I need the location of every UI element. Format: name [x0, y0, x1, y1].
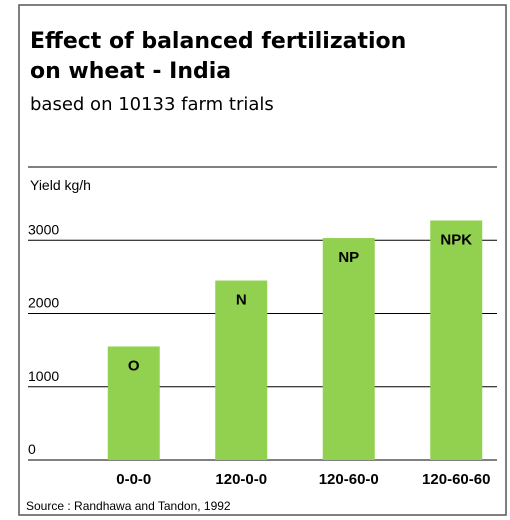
chart-subtitle: based on 10133 farm trials: [30, 94, 274, 115]
chart-title: Effect of balanced fertilization: [30, 29, 406, 54]
chart-title: on wheat - India: [30, 59, 231, 84]
bar-label: N: [236, 292, 247, 309]
x-tick-label: 120-60-0: [319, 471, 379, 488]
x-tick-label: 0-0-0: [116, 471, 151, 488]
x-tick-label: 120-0-0: [215, 471, 267, 488]
x-tick-label: 120-60-60: [422, 471, 490, 488]
frame: [18, 4, 507, 516]
source: Source : Randhawa and Tandon, 1992: [26, 499, 231, 513]
bar: [430, 220, 483, 460]
bar-label: NP: [338, 249, 359, 266]
y-tick-label: 1000: [28, 368, 59, 384]
bar-label: NPK: [440, 231, 472, 248]
bar-label: O: [128, 357, 140, 374]
bar: [107, 346, 160, 460]
bar: [215, 280, 268, 460]
y-axis-label: Yield kg/h: [30, 177, 91, 193]
y-tick-label: 0: [28, 441, 36, 457]
bar: [322, 238, 375, 460]
y-tick-label: 2000: [28, 295, 59, 311]
y-tick-label: 3000: [28, 221, 59, 237]
